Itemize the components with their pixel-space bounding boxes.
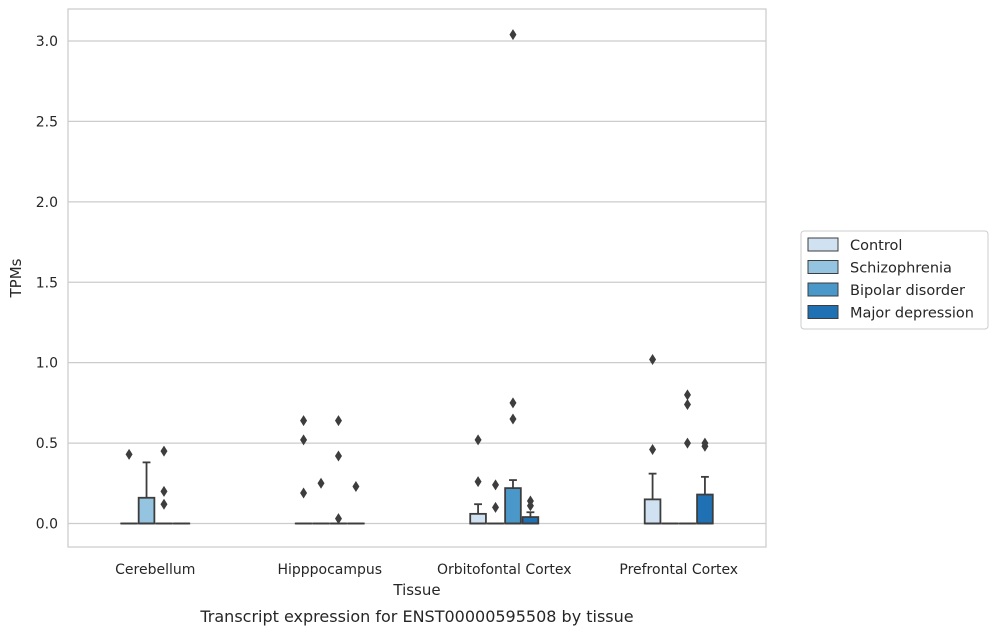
outlier-point <box>160 485 168 497</box>
legend-swatch <box>807 282 839 297</box>
box-body <box>643 498 662 525</box>
box-body <box>504 487 522 525</box>
y-tick-label: 0.0 <box>36 517 58 533</box>
grid-lines <box>68 40 766 525</box>
x-tick-label: Hipppocampus <box>277 562 382 578</box>
outlier-point <box>474 434 482 446</box>
legend-swatch <box>807 305 839 319</box>
box-control <box>643 472 662 525</box>
outlier-point <box>334 415 342 427</box>
outlier-point <box>683 389 691 401</box>
outlier-point <box>300 434 308 446</box>
box-schizophrenia <box>137 461 156 525</box>
legend-label: Control <box>850 238 902 254</box>
x-tick-label: Cerebellum <box>115 562 195 578</box>
box-body <box>696 493 714 525</box>
x-tick-labels: Cerebellum Hipppocampus Orbitofontal Corte… <box>115 562 738 578</box>
outlier-point <box>683 437 691 449</box>
y-tick-label: 2.5 <box>36 114 58 130</box>
box-body <box>521 516 540 525</box>
outlier-point <box>160 445 168 457</box>
outlier-point <box>160 498 168 510</box>
y-tick-labels: 0.0 0.5 1.0 1.5 2.0 2.5 3.0 <box>36 34 58 533</box>
box-body <box>137 496 156 525</box>
outlier-point <box>701 440 709 452</box>
outlier-points <box>125 29 709 525</box>
outlier-point <box>300 487 308 499</box>
outlier-point <box>509 413 517 425</box>
y-tick-label: 0.5 <box>36 436 58 452</box>
legend: Control Schizophrenia Bipolar disorder Majo… <box>800 230 989 330</box>
outlier-point <box>474 476 482 488</box>
box-major-depression <box>696 475 714 525</box>
x-tick-label: Prefrontal Cortex <box>619 562 738 578</box>
x-axis-title: Tissue <box>392 581 440 599</box>
plot-frame <box>67 8 767 548</box>
y-axis-title: TPMs <box>7 258 25 298</box>
x-tick-label: Orbitofontal Cortex <box>437 562 572 578</box>
outlier-point <box>334 450 342 462</box>
chart-caption: Transcript expression for ENST0000059550… <box>199 607 633 626</box>
legend-label: Major depression <box>850 306 974 322</box>
outlier-point <box>509 29 517 41</box>
box-control <box>469 503 487 525</box>
outlier-point <box>492 501 500 513</box>
outlier-point <box>683 398 691 410</box>
outlier-point <box>526 500 534 512</box>
box-body <box>469 512 487 525</box>
box-major-depression <box>521 511 540 525</box>
box-bipolar-disorder <box>504 479 522 525</box>
y-tick-label: 2.0 <box>36 195 58 211</box>
legend-label: Schizophrenia <box>850 261 952 277</box>
legend-frame <box>800 230 989 330</box>
outlier-point <box>352 481 360 493</box>
box-plot-boxes <box>120 461 714 525</box>
legend-swatch <box>807 237 839 252</box>
outlier-point <box>649 353 657 365</box>
y-tick-label: 3.0 <box>36 34 58 50</box>
legend-swatch <box>807 260 839 274</box>
outlier-point <box>317 477 325 489</box>
y-tick-label: 1.0 <box>36 356 58 372</box>
outlier-point <box>334 513 342 525</box>
outlier-point <box>300 415 308 427</box>
legend-label: Bipolar disorder <box>850 283 965 299</box>
y-tick-label: 1.5 <box>36 275 58 291</box>
outlier-point <box>649 444 657 456</box>
outlier-point <box>125 448 133 460</box>
outlier-point <box>492 479 500 491</box>
outlier-point <box>509 397 517 409</box>
